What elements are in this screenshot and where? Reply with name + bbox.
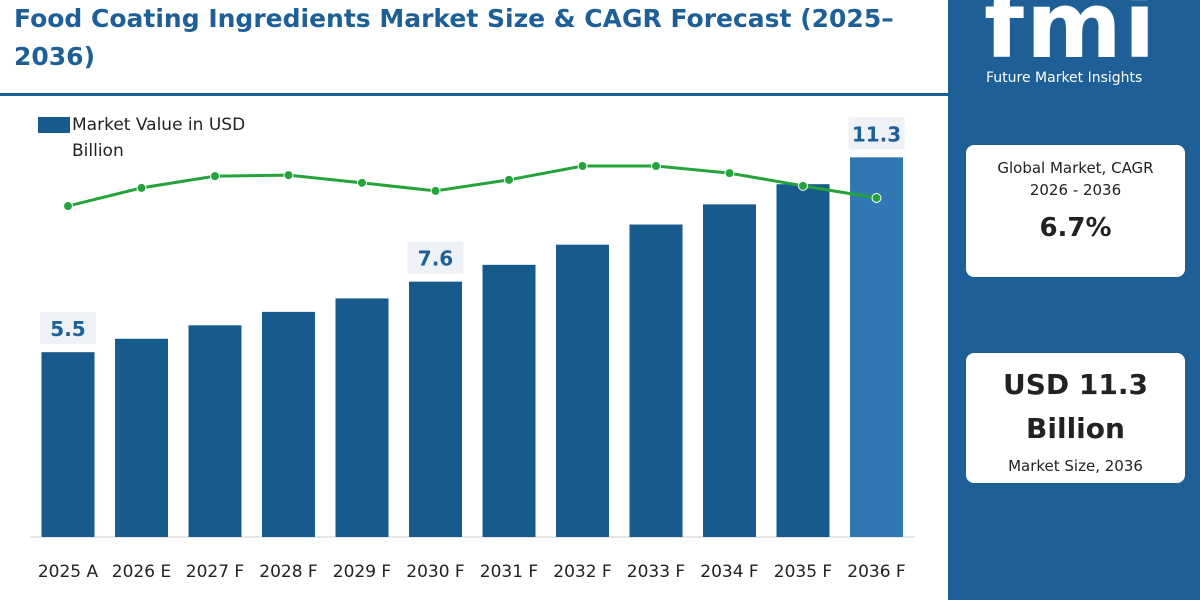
logo: fmi <box>984 0 1158 79</box>
trend-point <box>210 171 220 182</box>
trend-point <box>577 161 588 172</box>
x-tick-label: 2031 F <box>480 562 538 582</box>
bar <box>188 325 242 537</box>
x-tick-label: 2032 F <box>553 562 611 582</box>
bar <box>556 244 609 537</box>
trend-point <box>724 168 735 179</box>
x-tick-label: 2025 A <box>38 562 99 582</box>
x-tick-label: 2036 F <box>847 562 905 582</box>
value-label: 7.6 <box>418 247 453 271</box>
card-value: 6.7% <box>1039 213 1112 243</box>
trend-point <box>63 201 73 212</box>
bar <box>703 204 756 538</box>
trend-point <box>798 180 808 191</box>
x-tick-label: 2028 F <box>259 562 317 582</box>
header-rule <box>0 93 948 96</box>
trend-point <box>136 182 147 193</box>
x-tick-label: 2030 F <box>406 562 464 582</box>
card-label: Global Market, CAGR 2026 - 2036 <box>997 159 1154 199</box>
trend-point <box>283 170 294 181</box>
bar <box>629 224 683 537</box>
card-label: Market Size, 2036 <box>1008 457 1143 475</box>
trend-point <box>504 174 514 185</box>
value-label: 11.3 <box>852 122 901 146</box>
x-tick-label: 2029 F <box>333 562 391 582</box>
trend-point <box>357 177 367 188</box>
value-label: 5.5 <box>50 317 85 341</box>
trend-point <box>871 192 882 203</box>
legend-label: Market Value in USD Billion <box>72 115 246 161</box>
x-tick-label: 2033 F <box>627 562 685 582</box>
trend-point <box>651 161 661 172</box>
value-label-bg <box>407 241 464 274</box>
bar <box>41 352 95 537</box>
bar <box>409 281 462 537</box>
x-tick-label: 2027 F <box>186 562 244 582</box>
x-tick-label: 2035 F <box>774 562 832 582</box>
legend-swatch <box>38 117 70 133</box>
x-tick-label: 2034 F <box>700 562 758 582</box>
trend-line <box>67 164 877 208</box>
bar <box>335 298 389 537</box>
chart: 2025 A 2026 E 2027 F 2028 F 2029 F 2030 F 2031… <box>30 117 915 582</box>
bar <box>850 157 903 537</box>
bar <box>115 338 168 537</box>
card-value: USD 11.3 Billion <box>1003 368 1148 445</box>
bar <box>776 184 830 537</box>
x-tick-label: 2026 E <box>112 562 171 582</box>
value-label-bg <box>40 312 96 345</box>
size-card: USD 11.3 Billion Market Size, 2036 <box>966 353 1185 483</box>
cagr-card: Global Market, CAGR 2026 - 2036 6.7% <box>966 145 1185 277</box>
bar <box>262 311 315 537</box>
side-panel: fmi Future Market Insights Global Market… <box>948 0 1200 600</box>
value-label-bg <box>848 117 905 150</box>
legend: Market Value in USD Billion <box>38 112 278 164</box>
logo-subtitle: Future Market Insights <box>986 70 1143 86</box>
chart-title: Food Coating Ingredients Market Size & C… <box>14 4 894 71</box>
bar <box>482 264 536 537</box>
trend-point <box>430 185 441 196</box>
